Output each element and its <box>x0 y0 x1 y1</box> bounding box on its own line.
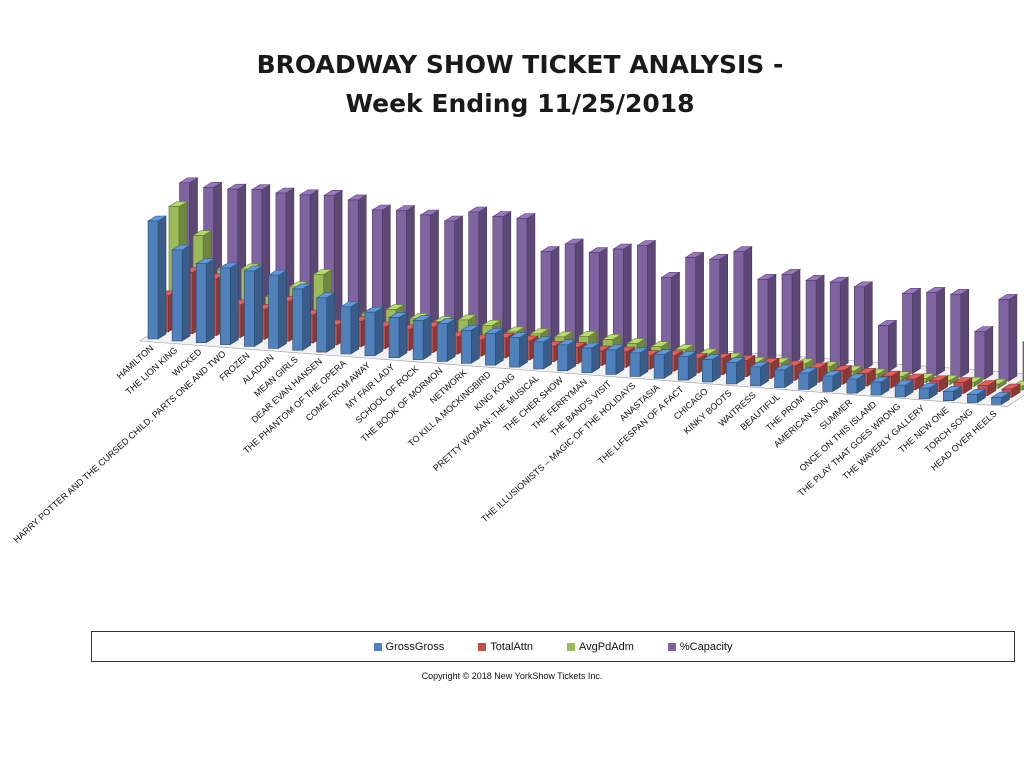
bar-grossgross <box>604 344 625 376</box>
bar-grossgross <box>291 283 312 351</box>
chart-title-line1: BROADWAY SHOW TICKET ANALYSIS - <box>257 50 784 79</box>
bar-grossgross <box>146 215 168 340</box>
bar--capacity <box>973 325 994 380</box>
bar--capacity <box>684 251 705 358</box>
bar--capacity <box>829 276 850 369</box>
bar-grossgross <box>556 339 577 372</box>
legend-item-gross: GrossGross <box>373 640 445 653</box>
legend-swatch-gross <box>373 642 382 651</box>
copyright-text: Copyright © 2018 New YorkShow Tickets In… <box>421 671 603 681</box>
bar-grossgross <box>966 388 987 404</box>
bar--capacity <box>901 287 922 375</box>
bar--capacity <box>395 204 416 335</box>
bar-grossgross <box>869 376 891 396</box>
bar-grossgross <box>267 269 288 349</box>
bar-grossgross <box>677 350 698 381</box>
bar--capacity <box>347 194 368 332</box>
bar-grossgross <box>363 306 384 357</box>
bar--capacity <box>588 247 609 350</box>
legend-label-avgpd: AvgPdAdm <box>579 640 634 653</box>
bar--capacity <box>564 238 585 348</box>
bar--capacity <box>877 319 898 373</box>
series-grossgross <box>146 215 1011 405</box>
bar-grossgross <box>219 262 240 346</box>
bar-grossgross <box>315 292 336 353</box>
bar-grossgross <box>508 332 529 368</box>
bar-grossgross <box>460 324 481 364</box>
bar-grossgross <box>532 336 553 370</box>
bar-grossgross <box>195 258 216 344</box>
bar--capacity <box>612 243 633 352</box>
legend: GrossGross TotalAttn AvgPdAdm %Capacity <box>91 631 1015 662</box>
bar-grossgross <box>918 382 939 400</box>
legend-item-attn: TotalAttn <box>478 641 533 653</box>
legend-swatch-avgpd <box>567 642 576 651</box>
bar-grossgross <box>821 370 842 392</box>
bar-grossgross <box>412 315 433 361</box>
bar-grossgross <box>484 327 505 366</box>
bar-grossgross <box>171 244 192 342</box>
bar-grossgross <box>942 385 963 402</box>
bar-grossgross <box>797 367 818 391</box>
bar-grossgross <box>894 379 915 398</box>
legend-label-gross: GrossGross <box>385 640 445 653</box>
chart-bars <box>146 177 1024 405</box>
bar--capacity <box>925 286 946 376</box>
legend-item-capacity: %Capacity <box>667 640 733 653</box>
legend-label-capacity: %Capacity <box>679 640 733 653</box>
bar-grossgross <box>749 361 770 387</box>
bar--capacity <box>853 281 874 371</box>
bar--capacity <box>467 206 488 341</box>
bar--capacity <box>732 246 753 361</box>
bar-grossgross <box>773 364 794 389</box>
bar-grossgross <box>701 354 722 383</box>
bar--capacity <box>636 239 657 354</box>
legend-swatch-attn <box>478 642 487 651</box>
bar--capacity <box>805 274 826 367</box>
bar--capacity <box>515 212 536 345</box>
legend-swatch-capacity <box>667 642 676 651</box>
bar-grossgross <box>628 347 650 377</box>
bar--capacity <box>997 293 1018 382</box>
chart-title-line2: Week Ending 11/25/2018 <box>345 89 694 118</box>
bar-grossgross <box>436 318 457 362</box>
bar--capacity <box>708 253 729 360</box>
bar-grossgross <box>243 265 264 348</box>
bar--capacity <box>756 273 777 363</box>
bar--capacity <box>949 288 970 378</box>
bar-grossgross <box>580 342 601 374</box>
bar-grossgross <box>725 357 746 385</box>
bar-grossgross <box>845 373 866 394</box>
bar-grossgross <box>990 391 1011 405</box>
bar-grossgross <box>387 312 409 359</box>
bar-grossgross <box>653 349 674 379</box>
bar-grossgross <box>339 301 360 355</box>
bar--capacity <box>780 268 802 365</box>
legend-label-attn: TotalAttn <box>490 640 534 653</box>
legend-item-avgpd: AvgPdAdm <box>567 641 634 653</box>
